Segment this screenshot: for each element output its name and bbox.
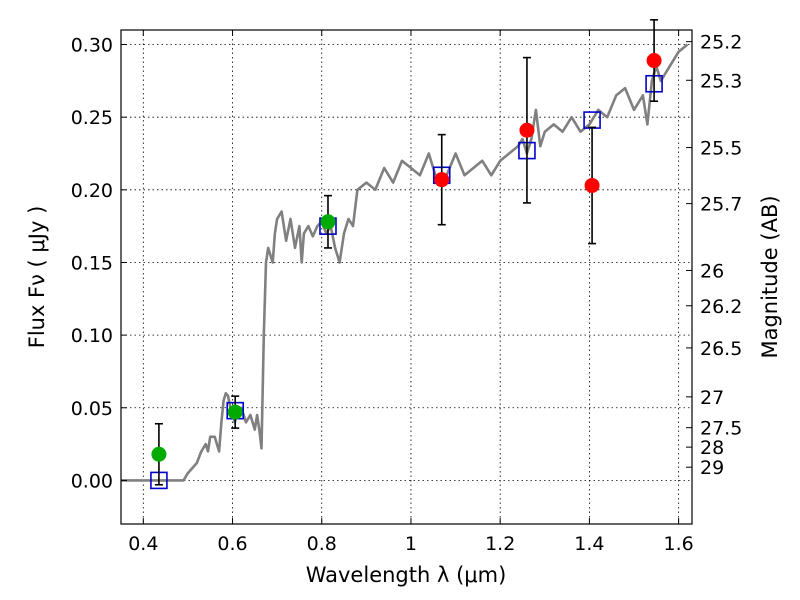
x-tick-label: 1.2	[485, 533, 515, 555]
y-tick-label: 0.10	[71, 325, 113, 347]
observed-point	[584, 177, 600, 193]
y-tick-label: 0.00	[71, 470, 113, 492]
plot-frame	[120, 29, 693, 525]
y-tick-label: 0.20	[71, 180, 113, 202]
x-tick-label: 1.6	[664, 533, 694, 555]
mag-tick-label: 28	[700, 437, 724, 459]
mag-tick-label: 25.7	[700, 194, 742, 216]
mag-tick-label: 27	[700, 387, 724, 409]
x-tick-label: 0.6	[217, 533, 247, 555]
y-tick-label: 0.15	[71, 252, 113, 274]
x-tick-label: 1.4	[574, 533, 604, 555]
observed-point	[320, 214, 336, 230]
mag-tick-label: 25.5	[700, 138, 742, 160]
y-tick-label: 0.30	[71, 35, 113, 57]
mag-tick-label: 26.5	[700, 338, 742, 360]
mag-tick-label: 25.2	[700, 32, 742, 54]
x-tick-label: 0.4	[128, 533, 158, 555]
y-axis-right-label: Magnitude (AB)	[758, 195, 782, 358]
y-tick-label: 0.05	[71, 398, 113, 420]
observed-point	[434, 172, 450, 188]
x-tick-label: 1	[405, 533, 417, 555]
x-tick-label: 0.8	[307, 533, 337, 555]
y-tick-label: 0.25	[71, 107, 113, 129]
x-axis-label: Wavelength λ (μm)	[306, 563, 507, 587]
mag-tick-label: 26.2	[700, 296, 742, 318]
observed-point	[519, 122, 535, 138]
axis-ticks: 0.4 0.6 0.8 1 1.2 1.4 1.6 0.00 0.05 0.10 0.15 0.20 0…	[71, 30, 742, 555]
observed-point	[227, 404, 243, 420]
data-series	[121, 19, 689, 490]
mag-tick-label: 25.3	[700, 70, 742, 92]
observed-point	[646, 53, 662, 69]
mag-tick-label: 29	[700, 457, 724, 479]
observed-point	[151, 446, 167, 462]
mag-tick-label: 27.5	[700, 418, 742, 440]
mag-tick-label: 26	[700, 260, 724, 282]
y-axis-label: Flux Fν ( μJy )	[25, 206, 49, 349]
